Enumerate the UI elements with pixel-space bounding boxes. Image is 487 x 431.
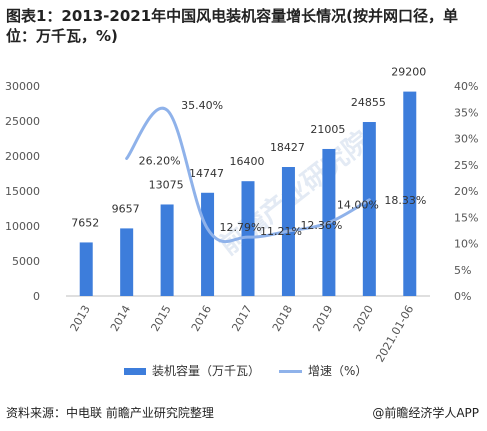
growth-value-label: 14.00% xyxy=(337,199,379,212)
growth-value-label: 12.36% xyxy=(300,219,342,232)
y-right-tick-label: 10% xyxy=(454,238,478,251)
y-right-tick-label: 15% xyxy=(454,211,478,224)
y-right-tick-label: 0% xyxy=(454,290,471,303)
growth-rate-line xyxy=(125,106,371,243)
brand-label: @前瞻经济学人APP xyxy=(372,406,479,420)
source-note: 资料来源：中电联 前瞻产业研究院整理 xyxy=(6,406,214,420)
growth-value-label: 18.33% xyxy=(384,194,426,207)
x-tick-label: 2019 xyxy=(310,303,335,334)
y-right-tick-label: 35% xyxy=(454,106,478,119)
y-right-tick-label: 25% xyxy=(454,159,478,172)
x-tick-label: 2013 xyxy=(68,303,93,334)
y-right-tick-label: 30% xyxy=(454,133,478,146)
y-right-tick-label: 20% xyxy=(454,185,478,198)
bar xyxy=(403,91,417,296)
chart-title: 图表1：2013-2021年中国风电装机容量增长情况(按并网口径，单位：万千瓦，… xyxy=(6,7,459,45)
bar xyxy=(160,204,174,296)
growth-value-label: 26.20% xyxy=(139,154,181,167)
bar-value-label: 14747 xyxy=(189,167,224,180)
x-tick-label: 2016 xyxy=(189,303,214,334)
bar-value-label: 13075 xyxy=(149,178,184,191)
x-tick-label: 2020 xyxy=(351,303,376,334)
bar-value-label: 18427 xyxy=(270,141,305,154)
y-left-tick-label: 25000 xyxy=(5,115,40,128)
legend-label-line: 增速（%） xyxy=(308,364,367,378)
y-left-tick-label: 15000 xyxy=(5,185,40,198)
y-left-tick-label: 5000 xyxy=(12,255,40,268)
growth-value-label: 12.79% xyxy=(220,221,262,234)
bar-value-label: 16400 xyxy=(230,155,265,168)
x-tick-label: 2018 xyxy=(270,303,295,334)
y-left-tick-label: 0 xyxy=(33,290,40,303)
growth-value-label: 35.40% xyxy=(181,99,223,112)
x-tick-label: 2014 xyxy=(108,303,133,334)
bar xyxy=(362,122,376,296)
bar-value-label: 29200 xyxy=(391,66,426,79)
bar xyxy=(120,228,134,296)
legend-swatch-bar xyxy=(124,368,146,375)
bar xyxy=(79,242,93,296)
x-tick-label: 2021.01-06 xyxy=(373,303,416,364)
legend-label-bar: 装机容量（万千瓦） xyxy=(152,363,260,378)
bar-value-label: 9657 xyxy=(112,202,140,215)
bar-value-label: 21005 xyxy=(310,123,345,136)
y-right-tick-label: 5% xyxy=(454,264,471,277)
y-left-tick-label: 20000 xyxy=(5,150,40,163)
bar-value-label: 24855 xyxy=(351,96,386,109)
y-right-tick-label: 40% xyxy=(454,80,478,93)
y-left-tick-label: 10000 xyxy=(5,220,40,233)
bar xyxy=(201,192,215,296)
x-tick-label: 2017 xyxy=(229,303,254,334)
x-tick-label: 2015 xyxy=(148,303,173,334)
combo-chart: 前瞻产业研究院 0500010000150002000025000300000%… xyxy=(5,66,478,378)
growth-value-label: 11.21% xyxy=(260,225,302,238)
y-left-tick-label: 30000 xyxy=(5,80,40,93)
bar-value-label: 7652 xyxy=(71,216,99,229)
